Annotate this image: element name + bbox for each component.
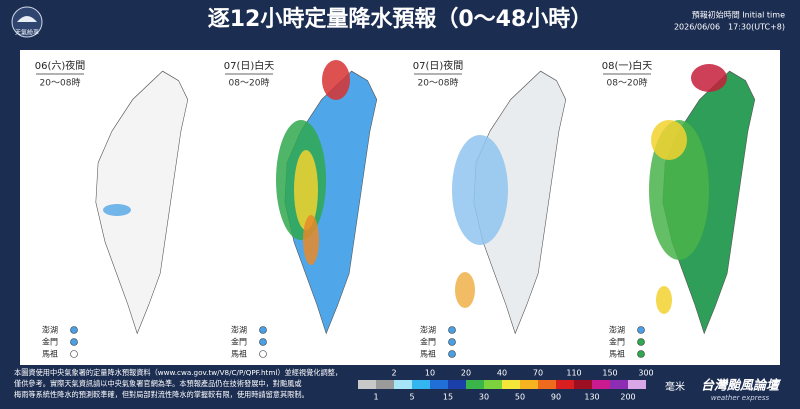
- logo-umbrella: [17, 16, 37, 22]
- island-icon: [259, 326, 267, 334]
- island-icon: [637, 338, 645, 346]
- legend-label: 2: [391, 369, 396, 378]
- island-name: 澎湖: [609, 325, 625, 335]
- island-icon: [448, 350, 456, 358]
- island-icon: [259, 350, 267, 358]
- legend-label: 130: [584, 393, 599, 402]
- island-name: 馬祖: [42, 349, 58, 359]
- island-name: 馬祖: [609, 349, 625, 359]
- note-line: 梅雨等系統性降水的預測較準確，但對局部對流性降水的掌握較有限，使用時請留意其限制…: [14, 390, 309, 399]
- init-label: 預報初始時間 Initial time: [692, 10, 785, 20]
- legend-label: 10: [425, 369, 435, 378]
- panel-title: 08(一)白天: [602, 59, 653, 72]
- island-name: 澎湖: [231, 325, 247, 335]
- island-icon: [448, 326, 456, 334]
- brand-sub: weather express: [711, 394, 770, 402]
- rain-area: [656, 286, 672, 314]
- rain-area: [294, 150, 318, 230]
- island-name: 馬祖: [231, 349, 247, 359]
- legend-swatch: [592, 380, 610, 389]
- legend-swatch: [412, 380, 430, 389]
- legend-label: 70: [533, 369, 543, 378]
- panel-time: 20～08時: [418, 78, 459, 89]
- island-icon: [70, 326, 78, 334]
- rain-area: [452, 135, 508, 245]
- legend-label: 50: [515, 393, 525, 402]
- rain-overlay: [452, 135, 508, 308]
- init-time: 2026/06/06 17:30(UTC+8): [674, 23, 785, 32]
- legend-label: 40: [497, 369, 507, 378]
- legend-swatch: [466, 380, 484, 389]
- legend-label: 15: [443, 393, 453, 402]
- legend-swatch: [502, 380, 520, 389]
- island-name: 金門: [42, 337, 58, 347]
- rain-area: [103, 204, 131, 216]
- legend-label: 150: [602, 369, 617, 378]
- legend-label: 20: [461, 369, 471, 378]
- note-line: 僅供參考。實際天氣資訊請以中央氣象署官網為準。本預報產品仍在技術發展中，對颱風或: [14, 379, 302, 388]
- legend-swatch: [484, 380, 502, 389]
- panel-title: 07(日)夜間: [413, 59, 464, 72]
- legend-swatch: [448, 380, 466, 389]
- legend-swatch: [394, 380, 412, 389]
- legend-label: 90: [551, 393, 561, 402]
- legend-swatch: [556, 380, 574, 389]
- island-icon: [70, 338, 78, 346]
- brand: 台灣颱風論壇: [701, 378, 782, 394]
- legend-swatch: [520, 380, 538, 389]
- logo-text: 天氣紛享: [15, 29, 39, 37]
- legend-label: 200: [620, 393, 635, 402]
- legend-swatch: [376, 380, 394, 389]
- legend-swatch: [430, 380, 448, 389]
- note-line: 本圖資使用中央氣象署的定量降水預報資料（www.cwa.gov.tw/V8/C/…: [14, 368, 342, 377]
- legend-label: 300: [638, 369, 653, 378]
- rain-area: [691, 64, 727, 92]
- panel-time: 08～20時: [607, 78, 648, 89]
- rain-area: [303, 215, 319, 265]
- legend-label: 5: [409, 393, 414, 402]
- island-icon: [637, 350, 645, 358]
- island-icon: [448, 338, 456, 346]
- rain-area: [322, 60, 350, 100]
- legend-swatch: [538, 380, 556, 389]
- title: 逐12小時定量降水預報（0～48小時）: [208, 6, 593, 32]
- island-name: 澎湖: [42, 325, 58, 335]
- panel-title: 06(六)夜間: [35, 59, 86, 72]
- island-name: 金門: [420, 337, 436, 347]
- rain-area: [455, 272, 475, 308]
- legend-swatch: [610, 380, 628, 389]
- legend-swatch: [628, 380, 646, 389]
- unit: 毫米: [665, 380, 685, 393]
- panel-title: 07(日)白天: [224, 59, 275, 72]
- rain-overlay: [103, 204, 131, 216]
- island-icon: [259, 338, 267, 346]
- island-name: 金門: [231, 337, 247, 347]
- legend-swatch: [358, 380, 376, 389]
- island-icon: [70, 350, 78, 358]
- island-name: 馬祖: [420, 349, 436, 359]
- rain-overlay: [276, 60, 350, 265]
- legend-label: 1: [373, 393, 378, 402]
- legend-label: 30: [479, 393, 489, 402]
- legend-label: 110: [566, 369, 581, 378]
- island-name: 金門: [609, 337, 625, 347]
- island-icon: [637, 326, 645, 334]
- panel-time: 20～08時: [40, 78, 81, 89]
- panel-time: 08～20時: [229, 78, 270, 89]
- legend-swatch: [574, 380, 592, 389]
- island-name: 澎湖: [420, 325, 436, 335]
- rain-overlay: [649, 64, 727, 314]
- rain-area: [651, 120, 687, 160]
